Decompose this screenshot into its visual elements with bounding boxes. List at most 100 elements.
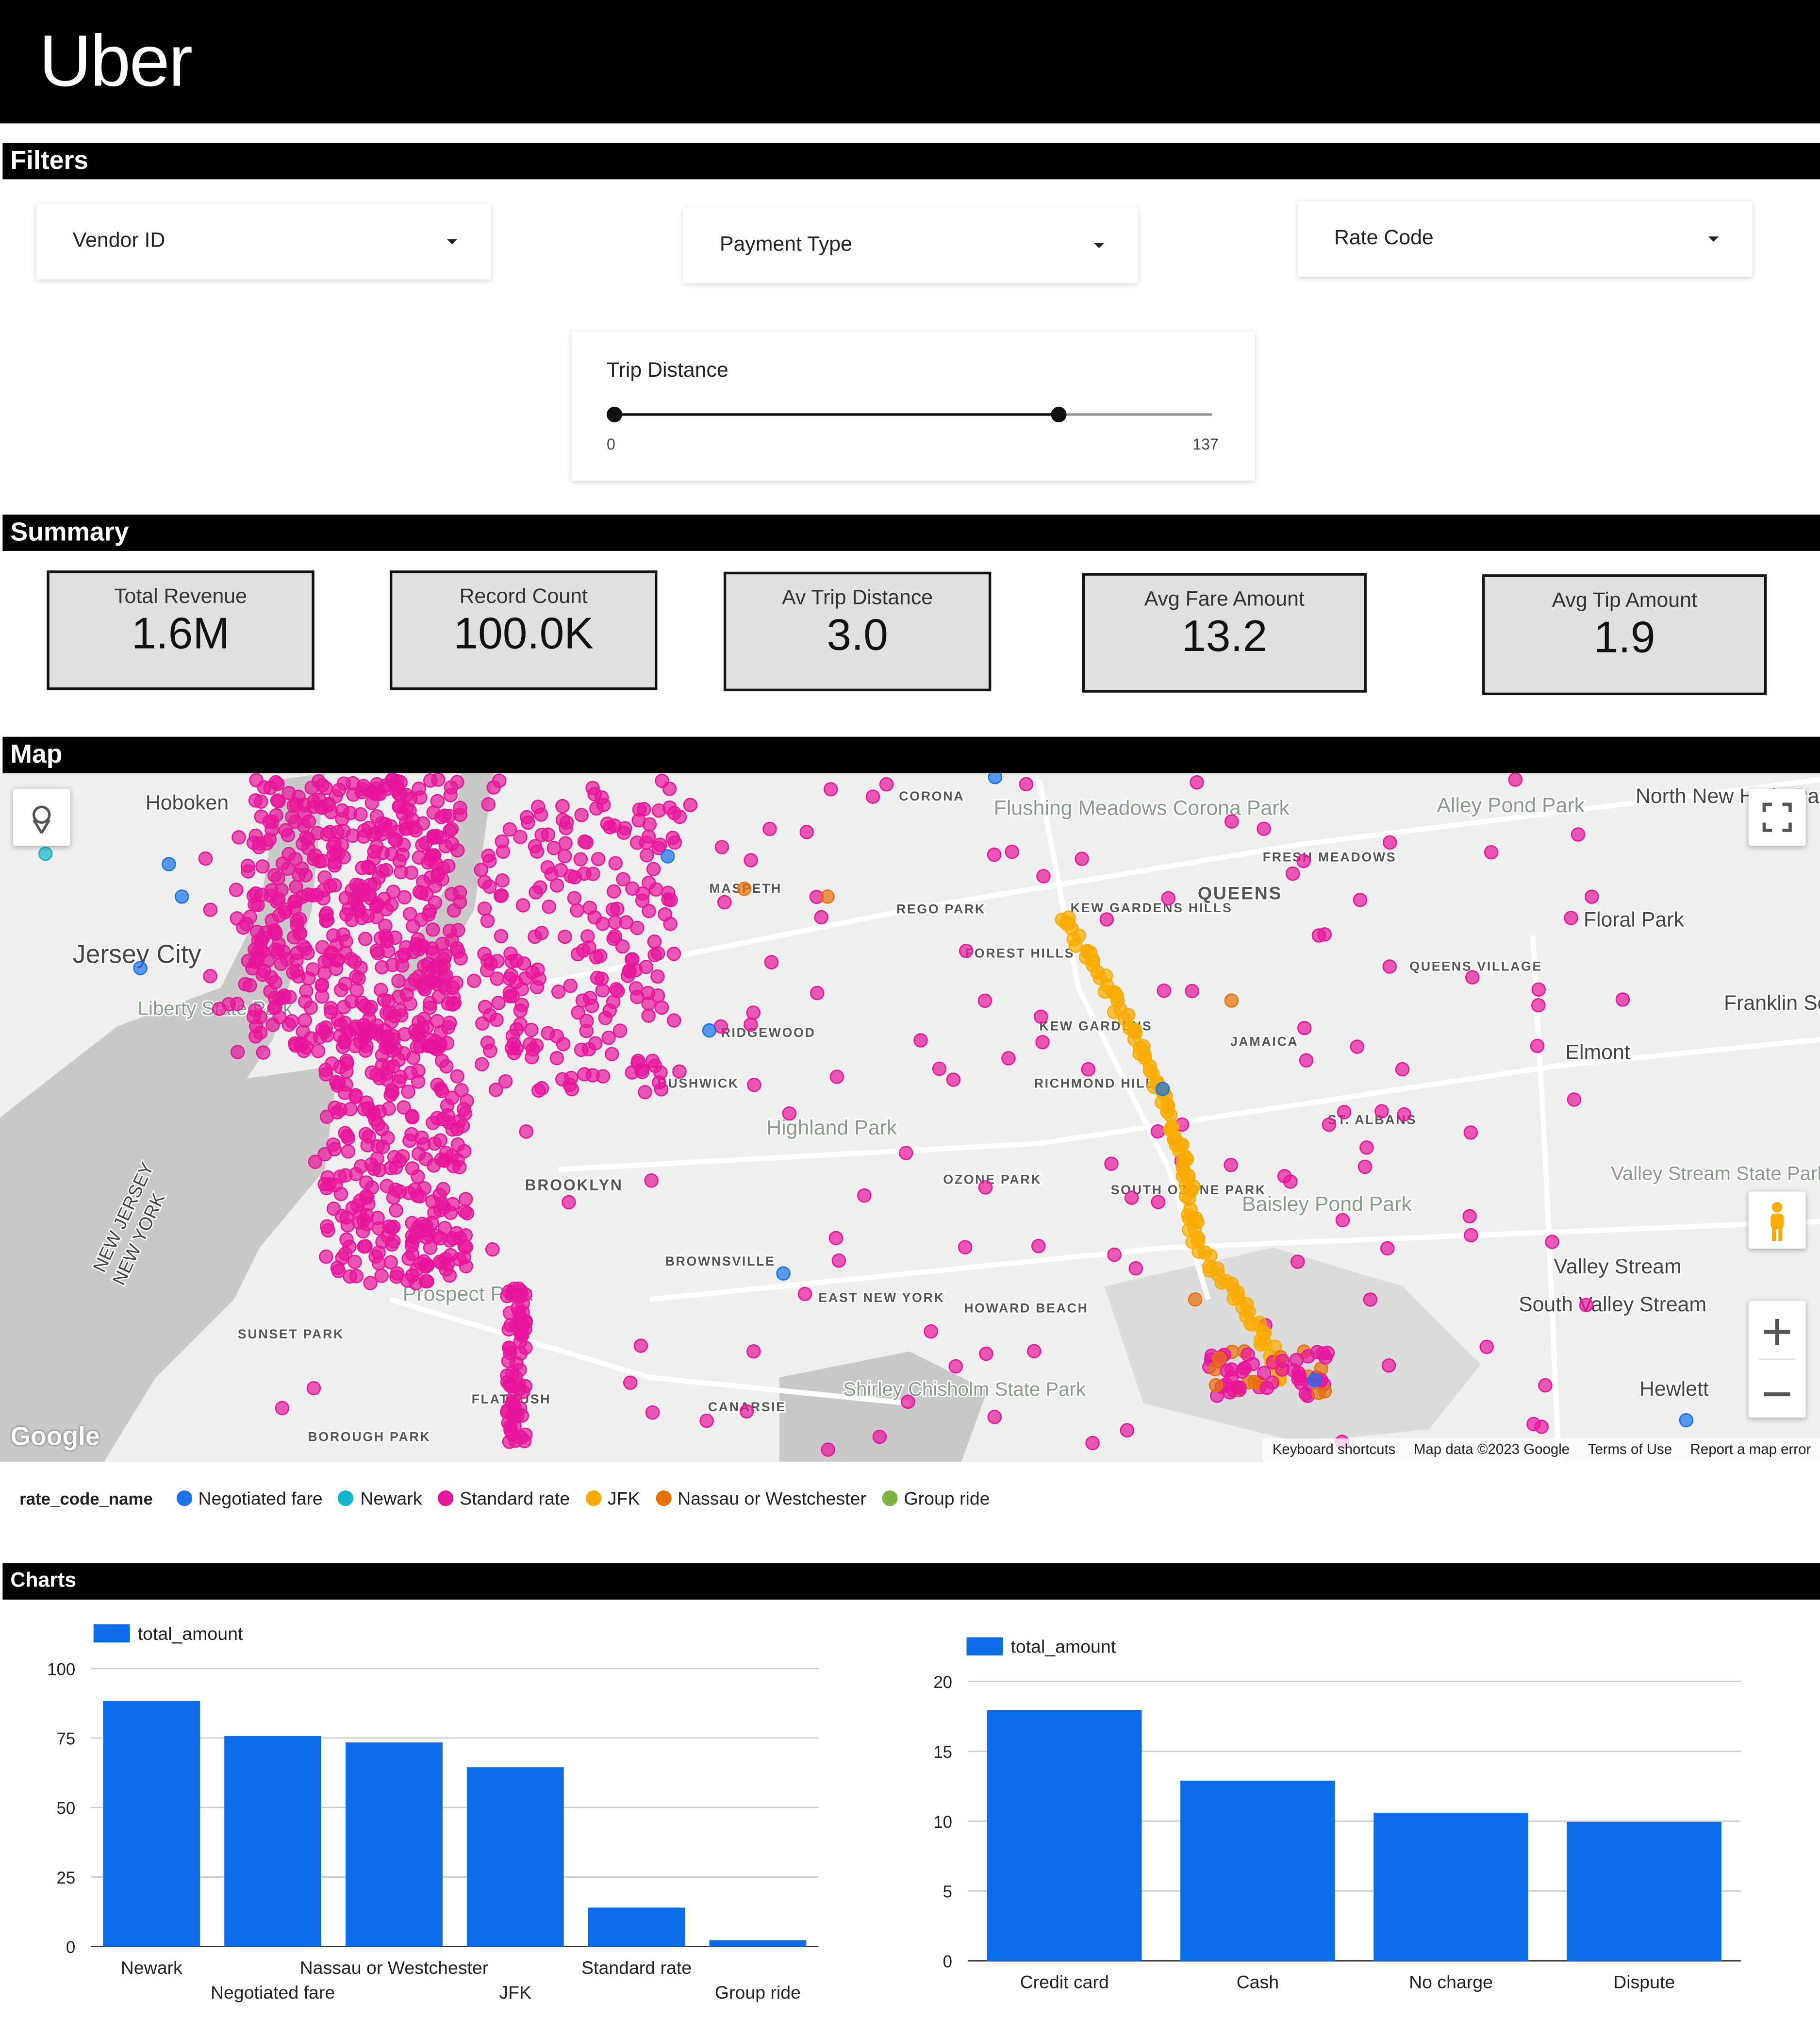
- map-point: [381, 1131, 395, 1145]
- map-point: [406, 1051, 421, 1065]
- map-point: [263, 984, 278, 999]
- kpi-card: Record Count 100.0K: [390, 570, 658, 690]
- map-point: [340, 1218, 355, 1233]
- map-point: [1220, 1363, 1234, 1378]
- map-point: [389, 833, 403, 848]
- map-point: [414, 1130, 429, 1145]
- map-point: [453, 951, 468, 966]
- map-point: [475, 1016, 490, 1031]
- fullscreen-button[interactable]: [1748, 788, 1806, 846]
- dropdown-label: Payment Type: [719, 234, 852, 256]
- map-point: [254, 794, 268, 809]
- map-point: [509, 1022, 524, 1036]
- map-point: [430, 977, 445, 991]
- map-point: [699, 1413, 714, 1428]
- map-point: [1237, 1361, 1252, 1376]
- map-point: [415, 837, 430, 852]
- dropdown[interactable]: Payment Type: [683, 208, 1138, 284]
- locate-button[interactable]: [13, 788, 70, 846]
- slider-handle[interactable]: [1051, 406, 1067, 422]
- map-point: [363, 1276, 378, 1290]
- bar: [224, 1736, 322, 1947]
- map-point: [828, 1231, 844, 1246]
- zoom-controls[interactable]: [1748, 1301, 1806, 1418]
- map-point: [1289, 1352, 1304, 1368]
- x-tick-label: Standard rate: [581, 1957, 692, 1978]
- map-point: [268, 942, 283, 957]
- map-point: [1241, 1304, 1256, 1319]
- dropdown[interactable]: Rate Code: [1298, 201, 1753, 277]
- map-point: [744, 853, 758, 868]
- map-point: [450, 1069, 464, 1084]
- map-point: [491, 996, 506, 1010]
- map-point: [1311, 928, 1326, 943]
- attribution-link[interactable]: Terms of Use: [1588, 1442, 1672, 1458]
- bar: [346, 1742, 443, 1947]
- map-point: [353, 807, 368, 822]
- map-point: [475, 1057, 489, 1071]
- street-view-button[interactable]: [1748, 1191, 1806, 1249]
- map-point: [203, 902, 218, 917]
- map-point: [427, 830, 442, 845]
- map-point: [358, 1026, 373, 1041]
- legend-item: Newark: [338, 1488, 422, 1509]
- map-point: [1034, 1009, 1048, 1024]
- map-point: [666, 1013, 681, 1028]
- x-tick-label: Nassau or Westchester: [300, 1957, 489, 1978]
- map-point: [506, 1391, 521, 1405]
- bar-chart: 0 25 50 75 100 total_amount Newark Negotiated f…: [47, 1623, 819, 2003]
- map-point: [630, 920, 645, 935]
- map-point: [1464, 1228, 1478, 1243]
- map-point: [340, 1128, 355, 1143]
- map-point: [480, 1035, 495, 1050]
- attribution-link[interactable]: Keyboard shortcuts: [1272, 1442, 1396, 1458]
- map-point: [502, 1377, 517, 1392]
- map-point: [513, 830, 528, 844]
- map-point: [485, 1242, 500, 1257]
- map-point: [988, 773, 1003, 785]
- place-label: CORONA: [899, 789, 964, 803]
- map-point: [366, 1105, 381, 1120]
- map-point: [635, 886, 650, 901]
- x-tick-label: Negotiated fare: [211, 1982, 335, 2003]
- map-point: [360, 1190, 375, 1205]
- map-point: [1208, 1378, 1224, 1393]
- map-point: [519, 810, 534, 825]
- place-label: South Valley Stream: [1519, 1293, 1706, 1316]
- map-point: [1567, 1092, 1582, 1107]
- map-point: [372, 1163, 387, 1178]
- map-point: [872, 1429, 887, 1444]
- map-point: [509, 1041, 524, 1056]
- attribution-link[interactable]: Map data ©2023 Google: [1413, 1442, 1570, 1458]
- dropdown[interactable]: Vendor ID: [36, 204, 491, 280]
- place-label: Valley Stream: [1554, 1255, 1681, 1278]
- map-point: [959, 944, 974, 958]
- map-point: [1337, 1104, 1352, 1119]
- map-point: [314, 800, 329, 815]
- map-point: [267, 868, 282, 883]
- slider-min: 0: [607, 435, 615, 454]
- map-point: [629, 835, 645, 850]
- map-point: [481, 797, 496, 812]
- map-point: [642, 903, 656, 918]
- map-point: [255, 859, 270, 874]
- map-point: [624, 952, 639, 967]
- map-point: [504, 954, 519, 969]
- map-point: [418, 1259, 433, 1274]
- attribution-link[interactable]: Report a map error: [1690, 1442, 1811, 1458]
- map-point: [661, 892, 676, 907]
- map-point: [431, 989, 446, 1004]
- map-point: [368, 1249, 383, 1264]
- slider-handle[interactable]: [607, 406, 623, 422]
- kpi-label: Record Count: [459, 586, 588, 608]
- map-point: [667, 835, 682, 850]
- map-point: [637, 802, 651, 817]
- place-label: SUNSET PARK: [238, 1327, 344, 1341]
- map-point: [558, 836, 573, 851]
- map-point: [932, 1061, 947, 1076]
- map-point: [423, 852, 438, 868]
- map-point: [333, 1186, 348, 1202]
- map-point: [311, 1044, 326, 1058]
- map-point: [406, 918, 420, 934]
